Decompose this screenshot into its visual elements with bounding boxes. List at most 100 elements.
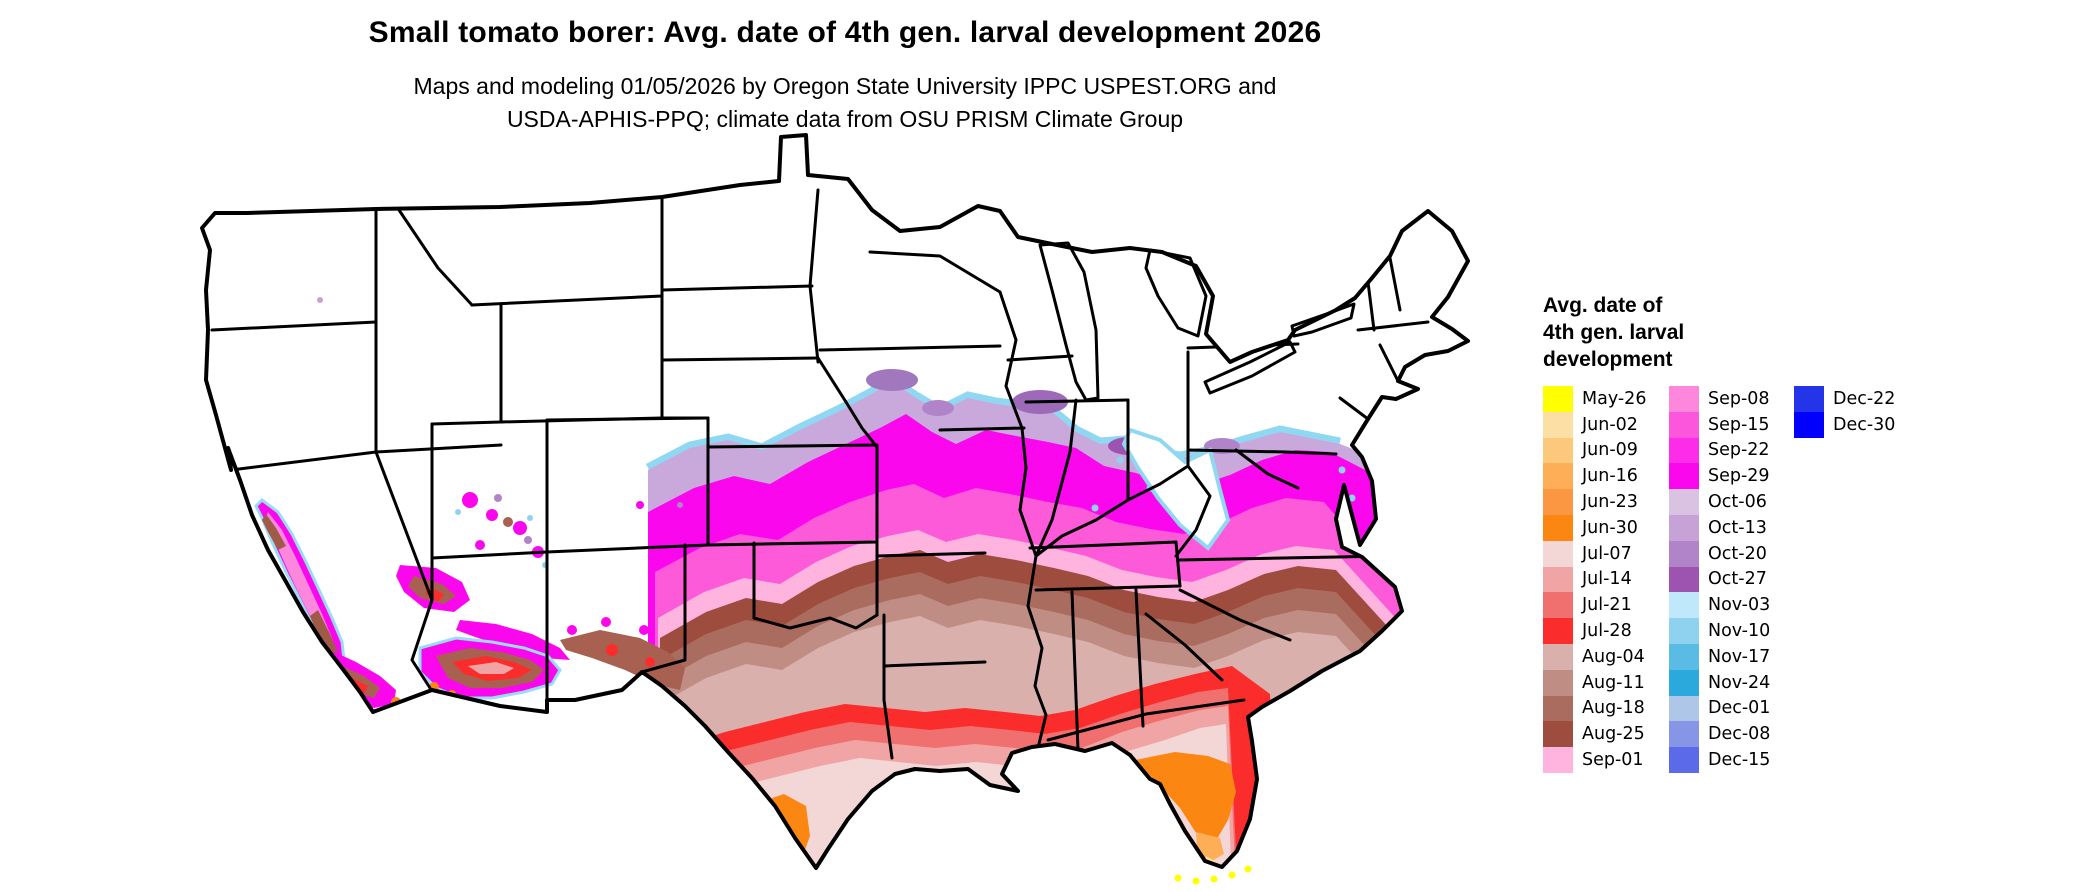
legend-label: Jul-28 xyxy=(1582,621,1632,642)
band-jun-30-florida xyxy=(1135,752,1236,844)
legend-label: Sep-15 xyxy=(1708,414,1770,435)
legend-swatch xyxy=(1669,489,1699,515)
legend-label: Oct-27 xyxy=(1708,569,1767,590)
legend-row: Sep-15 xyxy=(1669,411,1770,438)
legend-row: Aug-04 xyxy=(1543,643,1646,670)
border-ar-la xyxy=(882,660,987,668)
conus-outline xyxy=(200,133,1470,870)
legend-row: Sep-01 xyxy=(1543,747,1646,773)
legend-column-3: Dec-22 Dec-30 xyxy=(1794,386,1895,438)
legend-swatch xyxy=(1669,463,1699,490)
legend-row: Sep-08 xyxy=(1669,386,1770,412)
legend-row: Jul-14 xyxy=(1543,566,1646,593)
border-tn-south xyxy=(1034,584,1182,592)
legend-label: Sep-08 xyxy=(1708,388,1770,409)
border-ma-north xyxy=(1356,320,1430,332)
california-coast-speck xyxy=(269,595,279,605)
border-co-north xyxy=(545,416,710,422)
legend-row: Oct-13 xyxy=(1669,514,1770,541)
utah-purple-patch xyxy=(524,536,532,544)
nov-speck xyxy=(311,652,317,658)
legend-swatch xyxy=(1543,514,1573,541)
subtitle: Maps and modeling 01/05/2026 by Oregon S… xyxy=(150,70,1540,136)
legend-swatch xyxy=(1669,411,1699,438)
legend-row: Jul-21 xyxy=(1543,592,1646,619)
new-mexico-brown xyxy=(560,630,685,690)
legend-title-line-2: 4th gen. larval xyxy=(1543,321,1685,344)
border-ga-fl xyxy=(1046,698,1246,742)
legend-swatch xyxy=(1669,437,1699,464)
border-vt-nh xyxy=(1366,280,1376,332)
legend-label: Aug-18 xyxy=(1582,698,1645,719)
border-mn-wi xyxy=(868,250,1002,294)
new-mexico-magenta-dot xyxy=(639,625,649,635)
legend-row: Aug-11 xyxy=(1543,669,1646,696)
legend-swatch xyxy=(1543,721,1573,748)
legend-label: Jun-16 xyxy=(1582,466,1638,487)
colorado-purple-dot xyxy=(677,502,683,508)
legend-swatch xyxy=(1543,747,1573,773)
nov-speck xyxy=(1091,504,1099,512)
utah-magenta-patch xyxy=(513,521,527,535)
legend-label: Sep-29 xyxy=(1708,466,1770,487)
legend-swatch xyxy=(1543,540,1573,567)
legend-row: Aug-18 xyxy=(1543,695,1646,722)
great-lakes xyxy=(1038,241,1356,402)
legend-row: Dec-30 xyxy=(1794,411,1895,438)
legend-swatch xyxy=(1669,566,1699,593)
colorado-magenta-dot xyxy=(657,517,663,523)
florida-keys xyxy=(1174,865,1252,885)
washington-purple-dot xyxy=(317,297,323,303)
border-wi-il xyxy=(1006,354,1074,362)
utah-magenta-patch xyxy=(475,540,485,550)
legend-row: May-26 xyxy=(1543,386,1646,412)
legend-column-2: Sep-08 Sep-15 Sep-22 Sep-29 Oct-06 Oct-13 Oct-… xyxy=(1669,386,1770,773)
legend-row: Nov-17 xyxy=(1669,643,1771,670)
new-mexico-red-dot xyxy=(606,644,618,656)
legend-row: Sep-22 xyxy=(1669,437,1770,464)
legend-label: Nov-24 xyxy=(1708,672,1771,693)
legend-label: Aug-04 xyxy=(1582,646,1645,667)
subtitle-line-2: USDA-APHIS-PPQ; climate data from OSU PR… xyxy=(506,106,1184,132)
legend-row: Jun-09 xyxy=(1543,437,1646,464)
socal-brown xyxy=(342,666,380,698)
new-mexico-magenta-dot xyxy=(601,617,611,627)
socal-red xyxy=(352,678,368,694)
border-ut-north xyxy=(430,420,503,426)
legend-swatch xyxy=(1669,643,1699,670)
legend-swatch xyxy=(1794,386,1824,412)
legend-label: Jun-23 xyxy=(1582,492,1638,513)
lake-erie xyxy=(1203,340,1297,395)
legend-row: Jul-28 xyxy=(1543,618,1646,644)
legend-label: Aug-11 xyxy=(1582,672,1645,693)
band-oct-dark-patch xyxy=(866,369,918,391)
legend-label: Jun-09 xyxy=(1582,440,1638,461)
legend-swatch xyxy=(1543,437,1573,464)
border-mt-south xyxy=(470,294,664,307)
legend-label: Nov-17 xyxy=(1708,646,1771,667)
california-coast-speck xyxy=(247,533,257,543)
legend-swatch xyxy=(1669,721,1699,748)
legend-swatch xyxy=(1669,540,1699,567)
legend-swatch xyxy=(1669,669,1699,696)
border-37n xyxy=(430,540,879,560)
border-ne-east xyxy=(816,356,879,449)
border-tx-east xyxy=(882,613,894,760)
border-il-in xyxy=(1034,398,1078,558)
legend-swatch xyxy=(1669,618,1699,644)
legend-row: Jul-07 xyxy=(1543,540,1646,567)
lake-michigan xyxy=(1038,241,1100,402)
map-legend: Avg. date of 4th gen. larval development… xyxy=(1543,292,2083,773)
legend-label: Dec-01 xyxy=(1708,698,1771,719)
state-borders xyxy=(210,188,1430,760)
border-ga-sc xyxy=(1144,612,1224,682)
lake-ontario xyxy=(1290,302,1356,338)
border-ca-nv xyxy=(374,450,434,602)
legend-row: Oct-20 xyxy=(1669,540,1770,567)
border-ia-mo xyxy=(938,426,1026,432)
utah-magenta-patch xyxy=(486,509,498,521)
legend-label: Dec-15 xyxy=(1708,750,1771,771)
legend-row: Dec-22 xyxy=(1794,386,1895,412)
